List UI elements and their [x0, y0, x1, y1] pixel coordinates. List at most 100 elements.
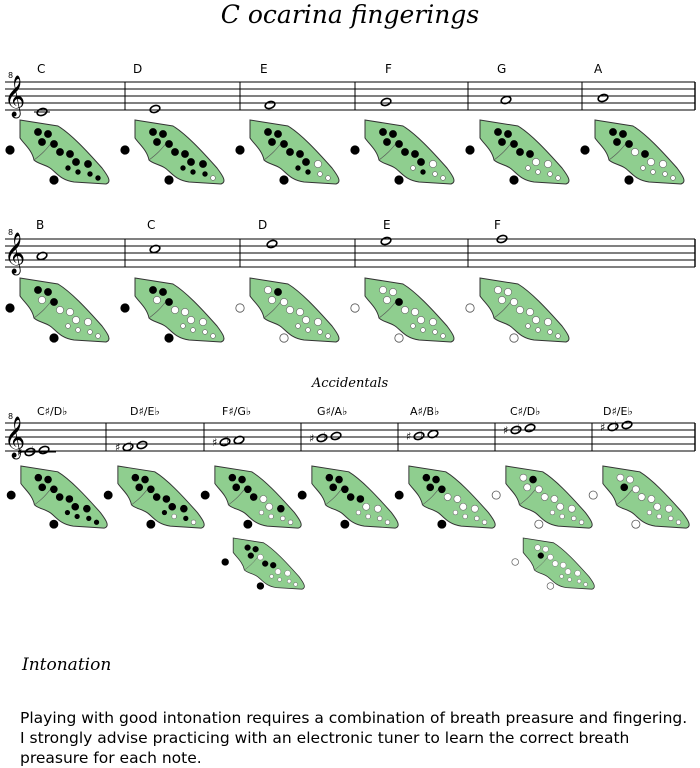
closed-hole [422, 473, 431, 482]
open-hole [287, 579, 292, 584]
thumb-hole-bottom [279, 333, 289, 343]
ocarina-diagram [120, 277, 225, 343]
ocarina-body [364, 119, 455, 185]
ocarina-diagram [465, 119, 570, 185]
note-head [149, 244, 161, 254]
open-hole [383, 296, 391, 304]
open-hole [268, 513, 274, 520]
alternate-ocarina-diagram [511, 537, 595, 590]
closed-hole [238, 475, 246, 484]
thumb-hole-bottom [509, 175, 519, 185]
open-hole [429, 318, 437, 326]
closed-hole [75, 169, 81, 175]
thumb-hole-left [6, 490, 16, 500]
ocarina-diagram [350, 119, 455, 185]
open-hole [523, 483, 532, 492]
note-label: D [258, 218, 267, 232]
note-label: D [133, 62, 142, 76]
open-hole [440, 175, 446, 181]
note-label: F [494, 218, 501, 232]
ocarina-diagram [103, 465, 205, 529]
note-head [330, 431, 342, 441]
open-hole [532, 316, 540, 324]
closed-hole [135, 483, 144, 492]
thumb-hole-left [465, 145, 475, 155]
thumb-hole-bottom [164, 175, 174, 185]
open-hole [532, 158, 540, 166]
open-hole [474, 515, 480, 521]
open-hole [459, 502, 467, 511]
open-hole [544, 160, 552, 168]
ocarina-diagram [235, 119, 340, 185]
closed-hole [181, 150, 189, 158]
open-hole [526, 308, 534, 316]
ocarina-body [214, 465, 302, 529]
open-hole [269, 574, 274, 579]
closed-hole [625, 140, 633, 148]
ocarina-body [19, 277, 110, 343]
thumb-hole-bottom [509, 333, 519, 343]
closed-hole [620, 483, 629, 492]
accidentals-heading: Accidentals [311, 376, 389, 391]
closed-hole [277, 504, 285, 513]
closed-hole [199, 160, 207, 168]
closed-hole [83, 504, 91, 513]
closed-hole [84, 160, 92, 168]
open-hole [181, 308, 189, 316]
thumb-hole-left [103, 490, 113, 500]
thumb-hole-left [297, 490, 307, 500]
closed-hole [93, 519, 100, 525]
open-hole [259, 495, 268, 503]
note-head [500, 95, 512, 105]
open-hole [540, 493, 549, 501]
closed-hole [149, 286, 157, 294]
thumb-hole-bottom [49, 519, 59, 529]
open-hole [280, 298, 288, 306]
open-hole [284, 570, 291, 577]
closed-hole [417, 158, 425, 166]
alternate-ocarina-diagram [221, 537, 305, 590]
open-hole [317, 171, 323, 177]
accidental-sign: ♭ [420, 428, 425, 441]
open-hole [443, 493, 452, 501]
intonation-heading: Intonation [22, 655, 112, 675]
thumb-hole-bottom [437, 519, 447, 529]
thumb-hole-left [491, 490, 501, 500]
closed-hole [232, 483, 241, 492]
staff: 𝄞8 [4, 71, 696, 118]
open-hole [305, 327, 311, 333]
ocarina-body [19, 119, 110, 185]
closed-hole [50, 140, 58, 148]
closed-hole [395, 140, 403, 148]
open-hole [556, 502, 564, 511]
open-hole [471, 504, 479, 513]
closed-hole [247, 552, 254, 559]
thumb-hole-bottom [394, 175, 404, 185]
closed-hole [641, 150, 649, 158]
open-hole [180, 323, 186, 329]
closed-hole [329, 483, 338, 492]
accidental-sign: ♭ [129, 439, 134, 452]
ocarina-body [117, 465, 205, 529]
open-hole [534, 544, 541, 551]
open-hole [401, 306, 409, 314]
open-hole [287, 519, 294, 525]
open-hole [549, 509, 556, 516]
open-hole [171, 306, 179, 314]
staff: 𝄞8 [4, 228, 696, 275]
closed-hole [147, 485, 155, 494]
note-label: F♯/G♭ [222, 405, 251, 418]
note-label: C [37, 62, 45, 76]
open-hole [314, 160, 322, 168]
open-hole [670, 175, 676, 181]
note-head [24, 447, 36, 457]
open-hole [190, 519, 197, 525]
open-hole [547, 329, 553, 335]
open-hole [567, 577, 572, 582]
closed-hole [383, 138, 391, 146]
accidental-sign: ♭ [323, 430, 328, 443]
open-hole [547, 554, 554, 561]
open-hole [432, 329, 438, 335]
open-hole [647, 158, 655, 166]
closed-hole [86, 515, 92, 521]
